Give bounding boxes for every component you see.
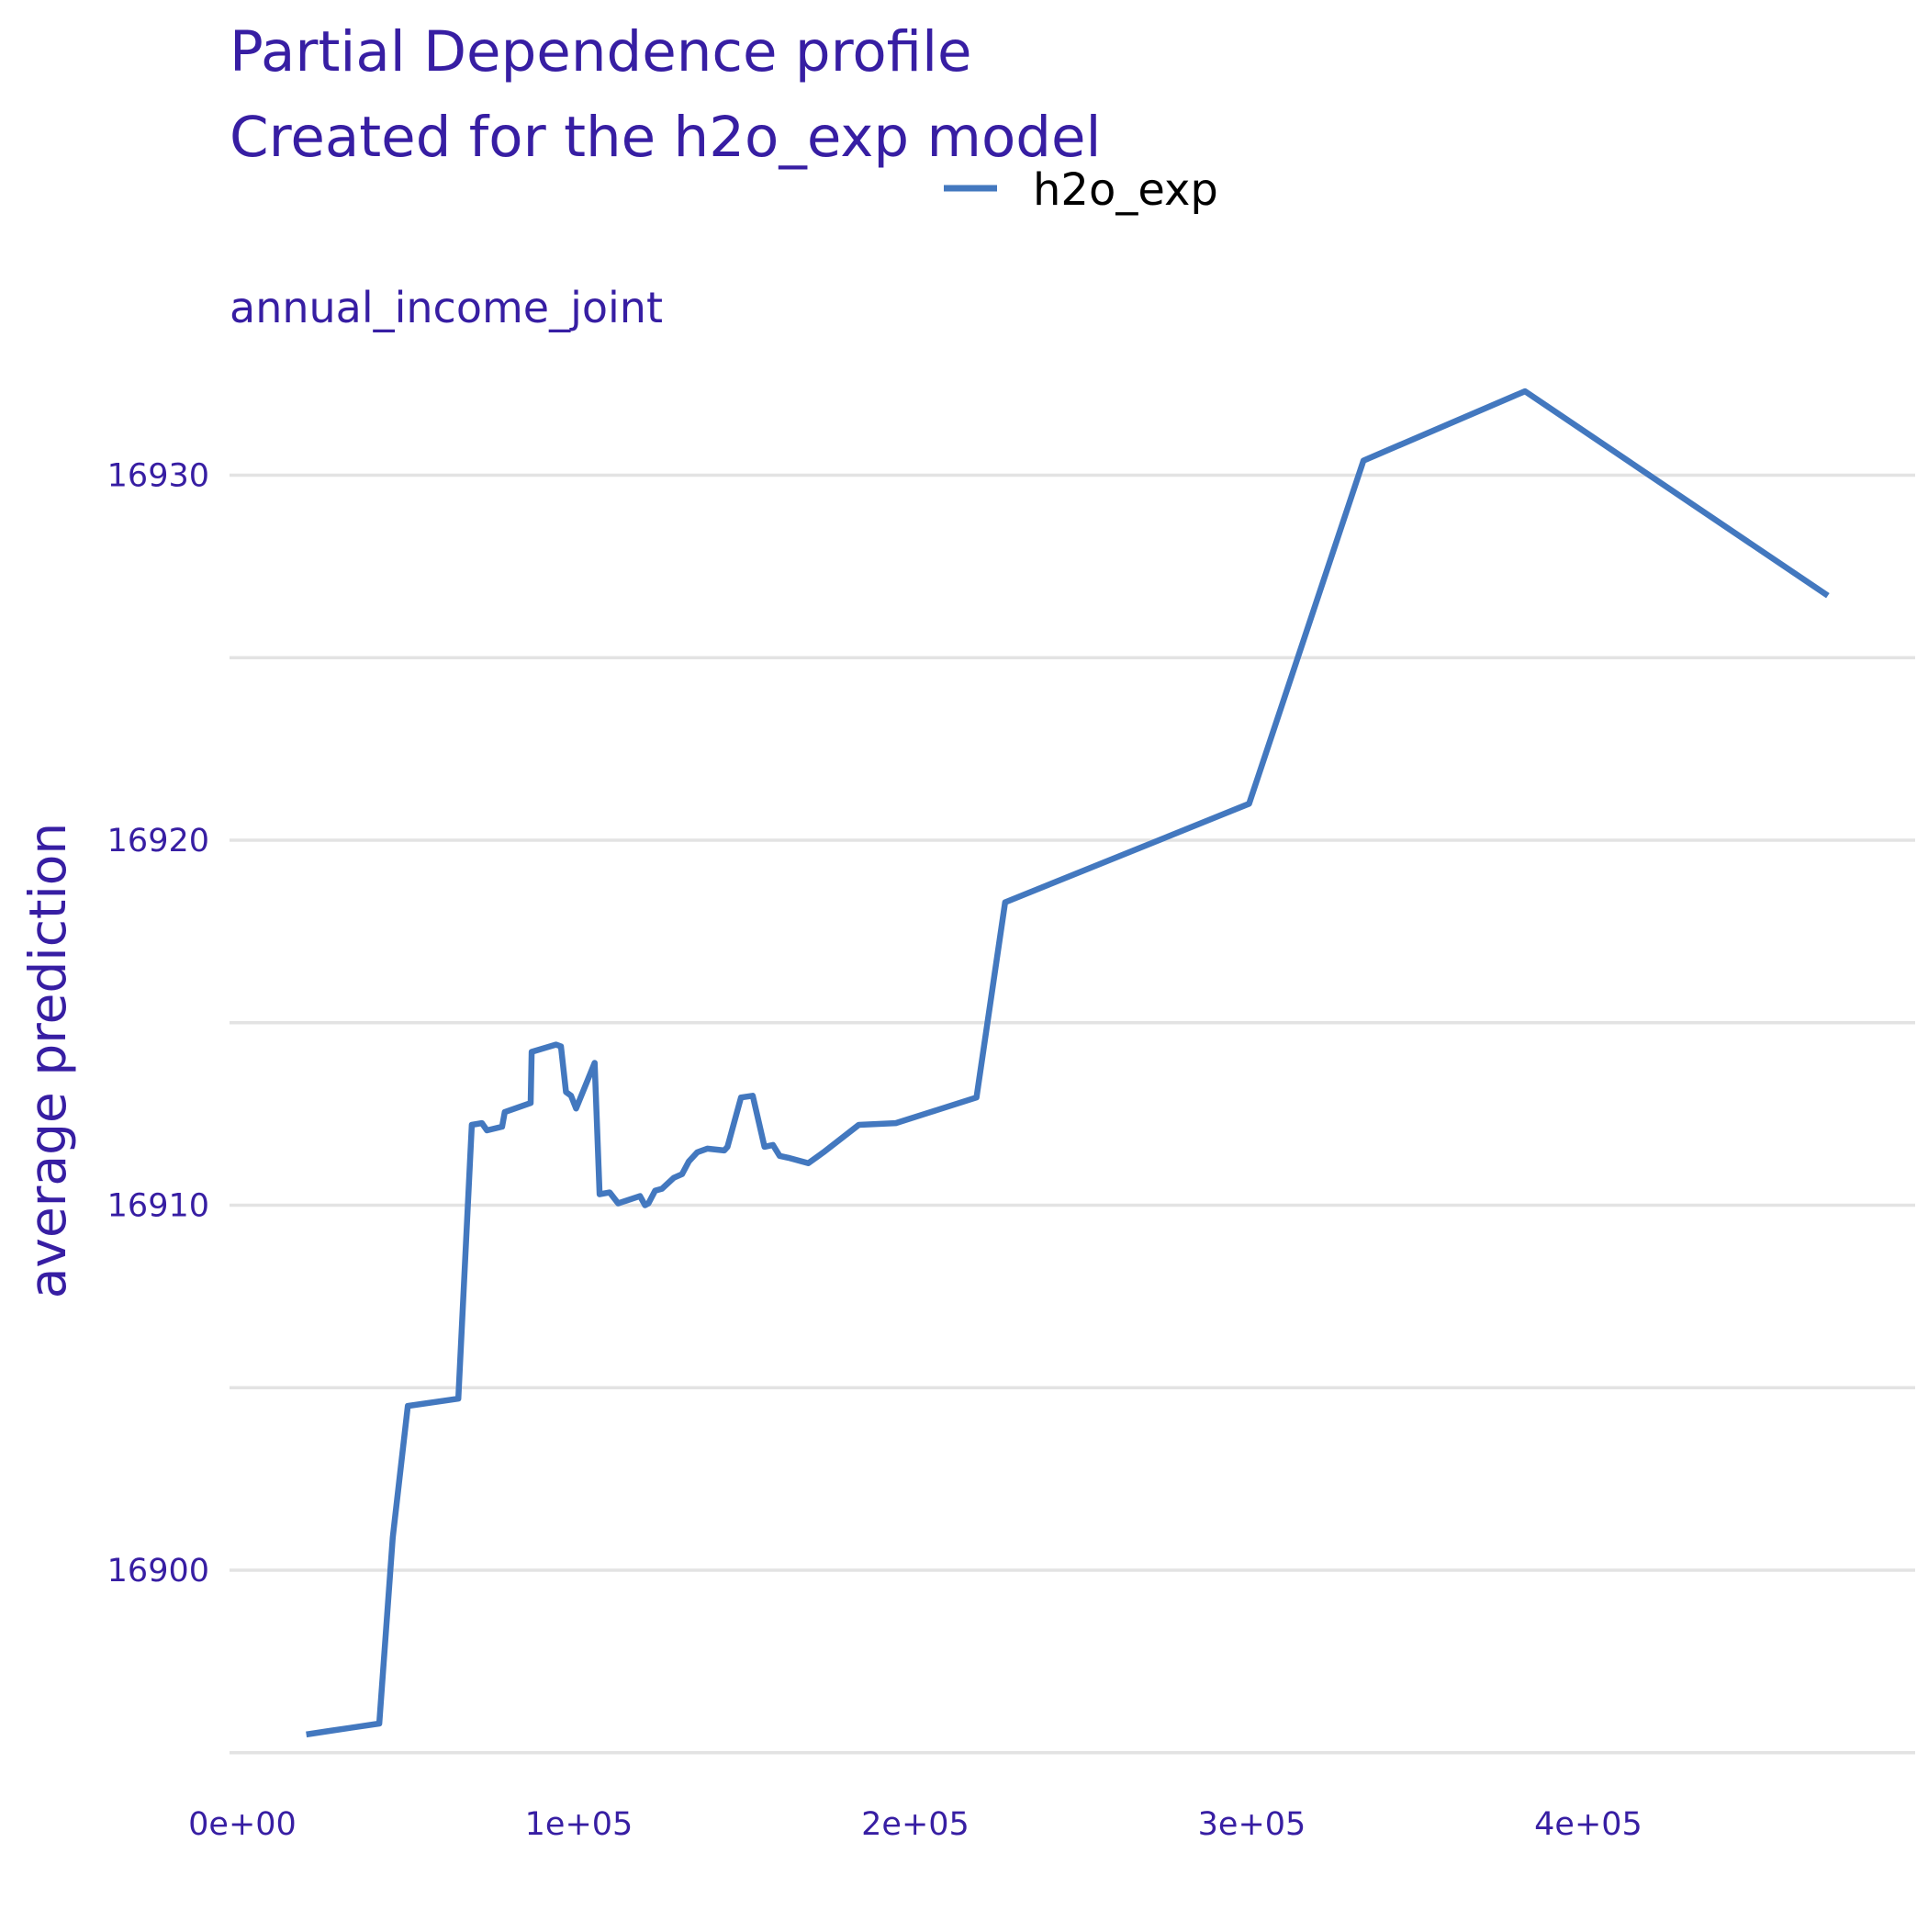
legend: h2o_exp bbox=[944, 164, 1218, 216]
panel-label: annual_income_joint bbox=[230, 283, 663, 332]
y-tick-label-1: 16910 bbox=[107, 1188, 209, 1225]
y-tick-label-0: 16900 bbox=[107, 1553, 209, 1589]
chart-title: Partial Dependence profile bbox=[230, 19, 972, 84]
series-lines bbox=[306, 388, 1830, 1738]
y-axis-label: average prediction bbox=[18, 823, 77, 1299]
series-line-h2o_exp bbox=[306, 388, 1830, 1738]
chart-subtitle: Created for the h2o_exp model bbox=[230, 105, 1101, 170]
x-tick-label-4: 4e+05 bbox=[1534, 1806, 1642, 1843]
y-axis-ticks: 16900 16910 16920 16930 bbox=[107, 458, 209, 1590]
gridlines bbox=[230, 473, 1915, 1755]
y-tick-label-3: 16930 bbox=[107, 458, 209, 495]
x-tick-label-1: 1e+05 bbox=[525, 1806, 633, 1843]
x-axis-ticks: 0e+00 1e+05 2e+05 3e+05 4e+05 bbox=[188, 1806, 1642, 1843]
y-tick-label-2: 16920 bbox=[107, 823, 209, 859]
legend-label: h2o_exp bbox=[1033, 164, 1218, 216]
x-tick-label-2: 2e+05 bbox=[861, 1806, 970, 1843]
x-tick-label-0: 0e+00 bbox=[188, 1806, 297, 1843]
x-tick-label-3: 3e+05 bbox=[1198, 1806, 1306, 1843]
